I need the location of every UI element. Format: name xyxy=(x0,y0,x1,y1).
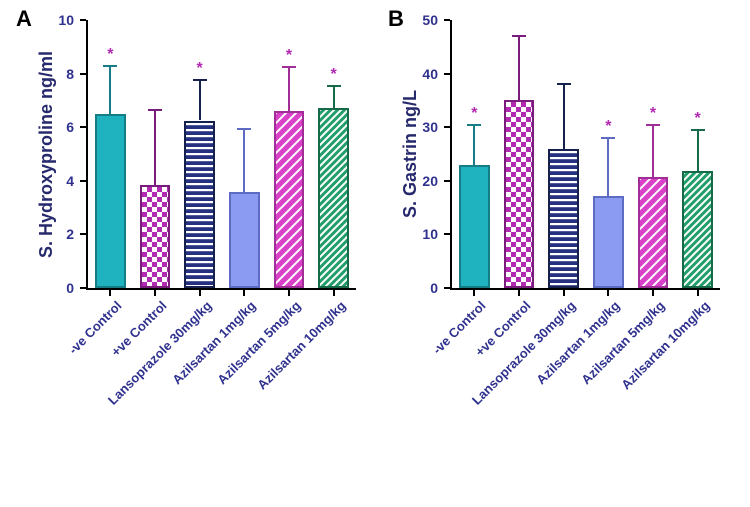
bar xyxy=(593,196,623,288)
error-bar-cap xyxy=(601,137,615,139)
plot-area-A: * * * * xyxy=(86,20,356,290)
y-tick-label: 10 xyxy=(410,226,438,242)
y-tick xyxy=(80,233,86,235)
error-bar xyxy=(697,130,699,171)
y-tick xyxy=(80,73,86,75)
significance-marker: * xyxy=(107,46,113,64)
y-tick-label: 10 xyxy=(46,12,74,28)
significance-marker: * xyxy=(695,110,701,128)
error-bar xyxy=(607,138,609,196)
figure-root: A****0246810S. Hydroxyproline ng/ml-ve C… xyxy=(0,0,750,507)
y-tick-label: 0 xyxy=(46,280,74,296)
error-bar xyxy=(518,36,520,100)
x-tick xyxy=(199,290,201,296)
panel-label-B: B xyxy=(388,6,404,32)
bar xyxy=(184,121,214,289)
x-tick-label: -ve Control xyxy=(0,298,125,450)
y-tick xyxy=(80,19,86,21)
bar xyxy=(459,165,489,288)
error-bar-cap xyxy=(512,35,526,37)
error-bar-cap xyxy=(467,124,481,126)
significance-marker: * xyxy=(331,66,337,84)
error-bar-cap xyxy=(327,85,341,87)
x-tick xyxy=(518,290,520,296)
error-bar xyxy=(243,129,245,192)
y-axis-title-A: S. Hydroxyproline ng/ml xyxy=(36,50,57,257)
error-bar-cap xyxy=(691,129,705,131)
significance-marker: * xyxy=(286,47,292,65)
panel-label-A: A xyxy=(16,6,32,32)
y-tick xyxy=(80,287,86,289)
x-tick xyxy=(333,290,335,296)
y-tick xyxy=(444,73,450,75)
error-bar xyxy=(199,80,201,120)
y-tick xyxy=(444,287,450,289)
y-tick xyxy=(444,180,450,182)
error-bar-cap xyxy=(646,124,660,126)
error-bar xyxy=(109,66,111,114)
error-bar-cap xyxy=(148,109,162,111)
x-tick xyxy=(697,290,699,296)
error-bar xyxy=(154,110,156,185)
x-tick xyxy=(109,290,111,296)
y-tick xyxy=(444,126,450,128)
error-bar xyxy=(563,84,565,148)
y-tick xyxy=(444,19,450,21)
error-bar-cap xyxy=(282,66,296,68)
significance-marker: * xyxy=(605,118,611,136)
error-bar xyxy=(333,86,335,109)
error-bar xyxy=(652,125,654,178)
x-tick xyxy=(563,290,565,296)
significance-marker: * xyxy=(471,105,477,123)
bar xyxy=(140,185,170,288)
x-tick xyxy=(652,290,654,296)
error-bar-cap xyxy=(237,128,251,130)
y-tick xyxy=(80,180,86,182)
error-bar xyxy=(288,67,290,111)
error-bar xyxy=(473,125,475,165)
error-bar-cap xyxy=(193,79,207,81)
significance-marker: * xyxy=(650,105,656,123)
bar xyxy=(95,114,125,288)
y-tick xyxy=(444,233,450,235)
bar xyxy=(682,171,712,288)
y-tick-label: 50 xyxy=(410,12,438,28)
significance-marker: * xyxy=(197,60,203,78)
x-tick xyxy=(243,290,245,296)
error-bar-cap xyxy=(103,65,117,67)
x-tick xyxy=(154,290,156,296)
x-tick xyxy=(288,290,290,296)
x-tick xyxy=(607,290,609,296)
bar xyxy=(548,149,578,288)
y-tick-label: 0 xyxy=(410,280,438,296)
bar xyxy=(504,100,534,288)
plot-area-B: * * * * xyxy=(450,20,720,290)
bar xyxy=(318,108,348,288)
bar xyxy=(229,192,259,288)
x-tick xyxy=(473,290,475,296)
error-bar-cap xyxy=(557,83,571,85)
y-tick xyxy=(80,126,86,128)
bar xyxy=(638,177,668,288)
y-tick-label: 40 xyxy=(410,66,438,82)
y-axis-title-B: S. Gastrin ng/L xyxy=(400,90,421,218)
bar xyxy=(274,111,304,288)
